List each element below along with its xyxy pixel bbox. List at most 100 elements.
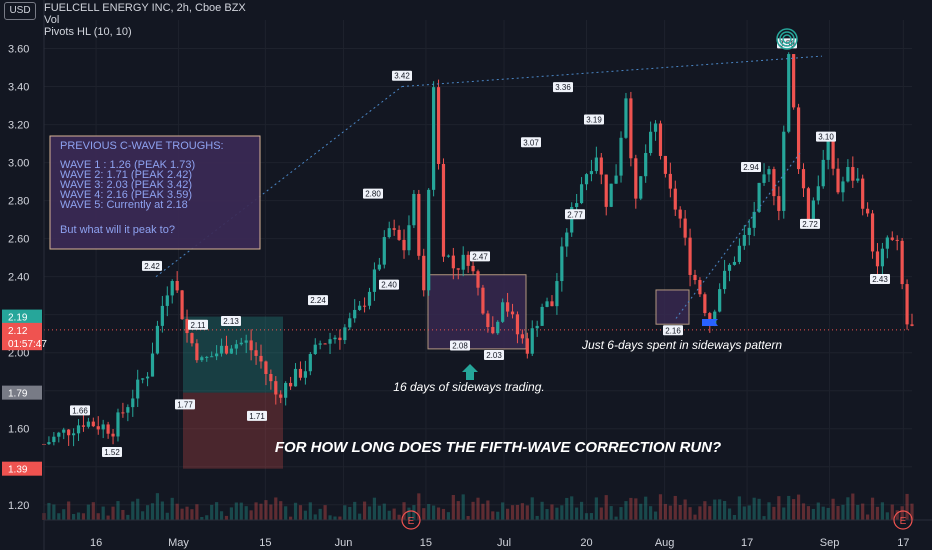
price-badge-label: 1.79 (8, 389, 28, 400)
candle-body (362, 305, 367, 307)
y-tick-label: 2.80 (8, 196, 29, 208)
volume-bar (205, 515, 209, 520)
x-tick-label: 15 (420, 537, 432, 549)
volume-bar (165, 512, 169, 520)
pivot-label-box (800, 218, 820, 229)
volume-bar (67, 501, 71, 520)
pivot-label: 3.10 (818, 133, 834, 142)
candle-body (653, 123, 658, 132)
volume-bar (308, 502, 312, 520)
volume-bar (323, 505, 327, 520)
volume-bar (782, 507, 786, 520)
candle-body (279, 394, 283, 398)
candle-body (106, 424, 110, 434)
earnings-marker (893, 510, 913, 530)
candle-body (821, 159, 825, 187)
currency-button[interactable]: USD (4, 2, 36, 20)
candle-body (353, 309, 357, 319)
volume-bar (683, 499, 687, 520)
pivot-label: 2.08 (452, 341, 468, 350)
candle-body (688, 237, 692, 275)
volume-bar (668, 505, 672, 520)
candle-body (658, 123, 663, 156)
candle-body (229, 348, 234, 354)
volume-bar (727, 508, 732, 520)
volume-bar (446, 512, 451, 520)
chart-header: FUELCELL ENERGY INC, 2h, Cboe BZX Vol Pi… (44, 2, 246, 38)
candle-body (254, 350, 258, 356)
candle-body (826, 135, 830, 160)
pivot-label-box (484, 349, 504, 360)
volume-bar (545, 509, 549, 520)
volume-bar (644, 496, 648, 520)
candle-body (530, 328, 534, 354)
volume-bar (131, 501, 135, 520)
candle-body (594, 157, 598, 172)
volume-bar (787, 495, 791, 520)
pivot-label: 2.47 (472, 252, 488, 261)
candle-body (777, 196, 781, 211)
volume-bar (422, 508, 426, 520)
pivot-label: 3.07 (523, 138, 539, 147)
volume-bar (264, 500, 268, 520)
volume-bar (461, 494, 465, 520)
price-badge-label: 1.39 (8, 465, 28, 476)
candle-body (619, 137, 623, 176)
target-ring (782, 34, 792, 44)
volume-bar (190, 509, 194, 520)
volume-bar (486, 500, 490, 520)
pivot-label: 2.43 (872, 275, 888, 284)
candle-body (219, 345, 224, 354)
volume-bar (614, 516, 618, 520)
candle-body (471, 265, 475, 272)
volume-bar (792, 499, 796, 520)
volume-bar (180, 508, 184, 520)
candle-body (160, 305, 164, 326)
volume-bar (555, 507, 559, 520)
price-badge-label: 01:57:47 (8, 339, 47, 350)
target-ring (776, 28, 798, 50)
volume-bar (821, 506, 825, 520)
candle-body (796, 107, 801, 170)
candle-body (141, 378, 145, 380)
pivot-label: 2.42 (144, 262, 160, 271)
volume-bar (584, 513, 589, 520)
volume-bar (456, 501, 460, 520)
price-badge (2, 461, 42, 476)
volume-bar (155, 493, 160, 520)
candle-body (772, 169, 776, 197)
candle-body (496, 321, 500, 334)
position-loss-zone (183, 392, 283, 469)
candle-body (525, 338, 529, 354)
volume-label: Vol (44, 14, 60, 26)
candle-body (614, 175, 618, 184)
volume-bar (106, 515, 110, 520)
volume-bar (737, 496, 741, 520)
volume-bar (62, 509, 66, 520)
candle-body (288, 382, 293, 387)
volume-bar (387, 510, 391, 520)
volume-bar (713, 499, 717, 520)
volume-bar (377, 505, 381, 520)
volume-bar (698, 506, 702, 520)
candle-body (811, 200, 815, 220)
main-question-annotation: FOR HOW LONG DOES THE FIFTH-WAVE CORRECT… (275, 439, 721, 456)
volume-bar (560, 505, 564, 520)
volume-bar (816, 502, 820, 520)
candle-body (397, 229, 401, 240)
pivot-label-box (553, 82, 573, 93)
volume-bar (767, 502, 771, 520)
pivot-label-box (308, 295, 328, 306)
candle-body (407, 225, 411, 251)
volume-bar (126, 514, 130, 520)
chart-annotations: PREVIOUS C-WAVE TROUGHS: WAVE 1 : 1.26 (P… (49, 135, 782, 456)
candle-body (456, 268, 460, 270)
candle-body (367, 291, 372, 306)
volume-bar (757, 498, 761, 520)
candle-body (599, 157, 603, 175)
volume-bar (619, 507, 623, 520)
volume-bar (510, 505, 515, 520)
candle-body (318, 343, 322, 345)
candle-body (451, 255, 455, 269)
